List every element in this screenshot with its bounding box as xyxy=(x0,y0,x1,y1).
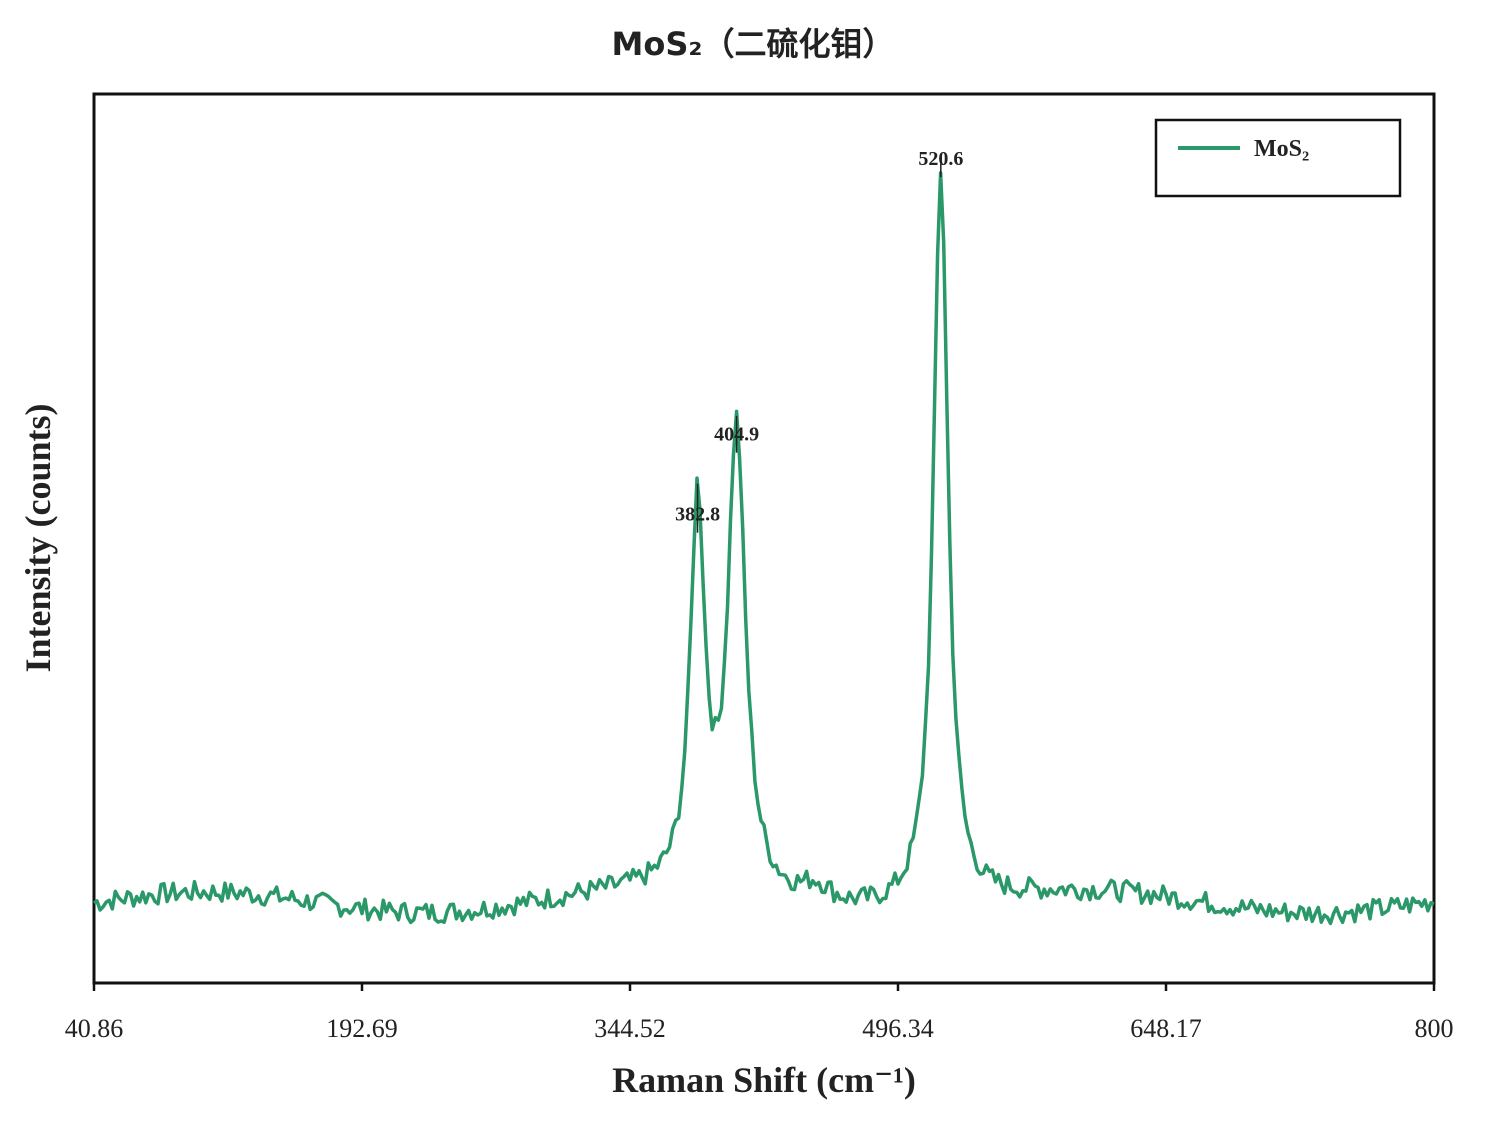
legend-box xyxy=(1154,118,1402,198)
x-tick-label: 344.52 xyxy=(594,1014,666,1043)
peak-label: 404.9 xyxy=(714,424,759,446)
series-line-mos2 xyxy=(93,170,1435,926)
x-tick-label: 496.34 xyxy=(862,1014,934,1043)
x-axis-title: Raman Shift (cm⁻¹) xyxy=(612,1060,916,1100)
y-axis-title: Intensity (counts) xyxy=(18,403,58,672)
peak-label: 382.8 xyxy=(675,504,720,526)
chart-title: MoS₂（二硫化钼） xyxy=(612,25,895,63)
plot-frame xyxy=(92,92,1436,985)
x-tick-label: 648.17 xyxy=(1130,1014,1202,1043)
peak-annotations: 382.8 404.9 520.6 xyxy=(675,148,963,533)
x-tick-label: 40.86 xyxy=(65,1014,124,1043)
legend: MoS₂ xyxy=(1154,118,1402,198)
legend-label-mos2: MoS₂ xyxy=(1254,136,1309,162)
peak-label: 520.6 xyxy=(918,148,963,170)
series-layer xyxy=(93,170,1435,926)
x-axis-ticks: 40.86 192.69 344.52 496.34 648.17 800 xyxy=(65,983,1454,1043)
x-tick-label: 192.69 xyxy=(326,1014,398,1043)
x-tick-label: 800 xyxy=(1415,1014,1454,1043)
